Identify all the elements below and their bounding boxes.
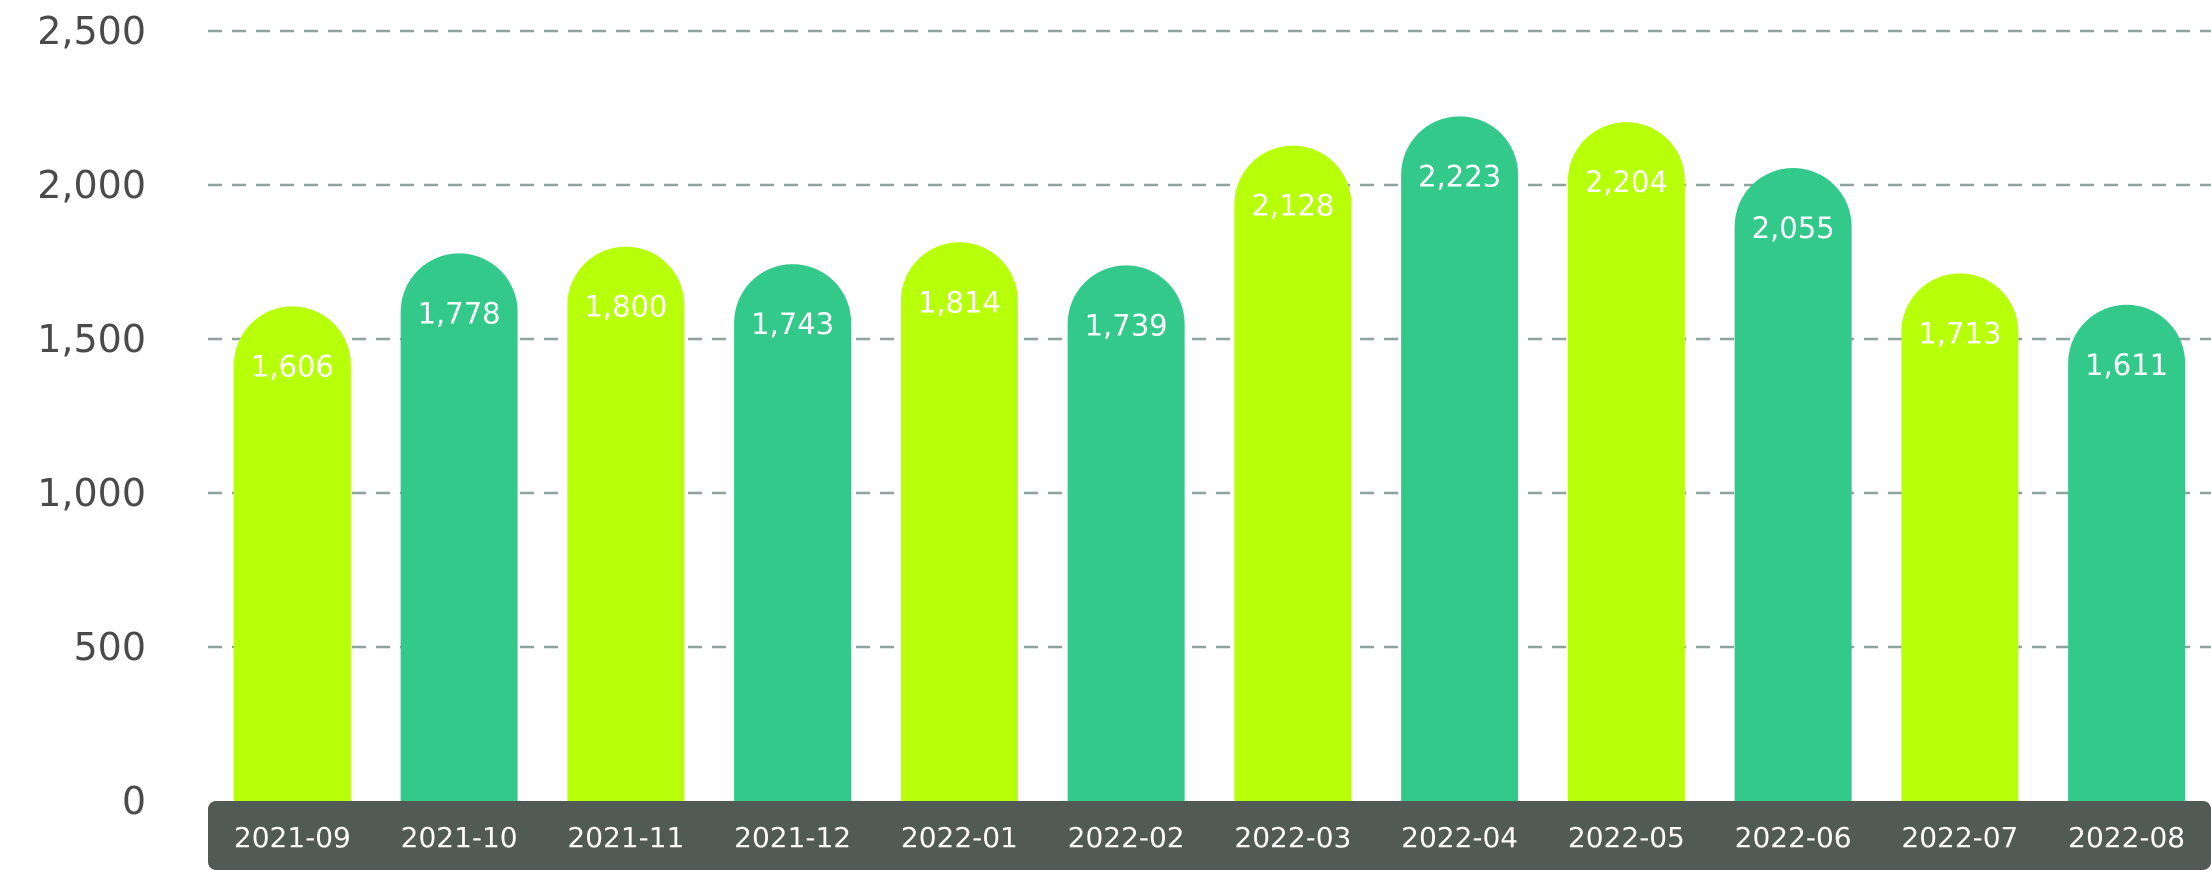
x-tick-label: 2022-06 — [1735, 821, 1852, 854]
data-label: 2,055 — [1752, 211, 1835, 245]
x-tick-label: 2022-08 — [2068, 821, 2185, 854]
data-label: 1,606 — [251, 349, 334, 383]
grid-layer — [208, 29, 2211, 649]
bar — [1734, 168, 1852, 806]
x-tick-label: 2022-01 — [901, 821, 1018, 854]
bar — [1901, 273, 2019, 806]
data-label: 1,800 — [584, 290, 667, 324]
bar — [233, 306, 351, 805]
x-axis-band — [208, 801, 2211, 870]
x-axis: 2021-09 2021-10 2021-11 2021-12 2022-01 2022-… — [234, 821, 2185, 854]
data-label: 1,814 — [918, 285, 1001, 319]
data-label: 1,778 — [418, 296, 501, 330]
data-label: 1,743 — [751, 307, 834, 341]
y-tick-label: 1,000 — [37, 471, 146, 515]
y-tick-label: 1,500 — [37, 317, 146, 361]
bar — [734, 264, 852, 806]
x-tick-label: 2021-10 — [401, 821, 518, 854]
x-tick-label: 2021-11 — [567, 821, 684, 854]
x-tick-label: 2021-12 — [734, 821, 851, 854]
bar — [1567, 122, 1685, 805]
data-label: 2,223 — [1418, 159, 1501, 193]
x-tick-label: 2022-05 — [1568, 821, 1685, 854]
bar — [400, 253, 518, 805]
y-tick-label: 2,500 — [37, 9, 146, 53]
data-label: 1,713 — [1918, 316, 2001, 350]
data-label: 1,611 — [2085, 348, 2168, 382]
data-label: 2,204 — [1585, 165, 1668, 199]
x-tick-label: 2022-02 — [1068, 821, 1185, 854]
data-labels: 1,606 1,778 1,800 1,743 1,814 1,739 2,128 2,223… — [251, 159, 2168, 383]
bar — [1067, 265, 1185, 805]
y-tick-label: 0 — [122, 779, 146, 823]
bar — [1401, 116, 1519, 806]
data-label: 2,128 — [1251, 189, 1334, 223]
data-label: 1,739 — [1085, 308, 1168, 342]
bar — [2068, 304, 2186, 805]
y-tick-label: 500 — [73, 625, 146, 669]
y-axis: 0 500 1,000 1,500 2,000 2,500 — [37, 9, 146, 823]
x-tick-label: 2022-03 — [1234, 821, 1351, 854]
bars — [233, 116, 2186, 806]
x-tick-label: 2022-07 — [1901, 821, 2018, 854]
bar — [900, 242, 1018, 805]
y-tick-label: 2,000 — [37, 163, 146, 207]
bar — [1234, 145, 1352, 805]
x-tick-label: 2021-09 — [234, 821, 351, 854]
x-tick-label: 2022-04 — [1401, 821, 1518, 854]
bar — [567, 246, 685, 805]
